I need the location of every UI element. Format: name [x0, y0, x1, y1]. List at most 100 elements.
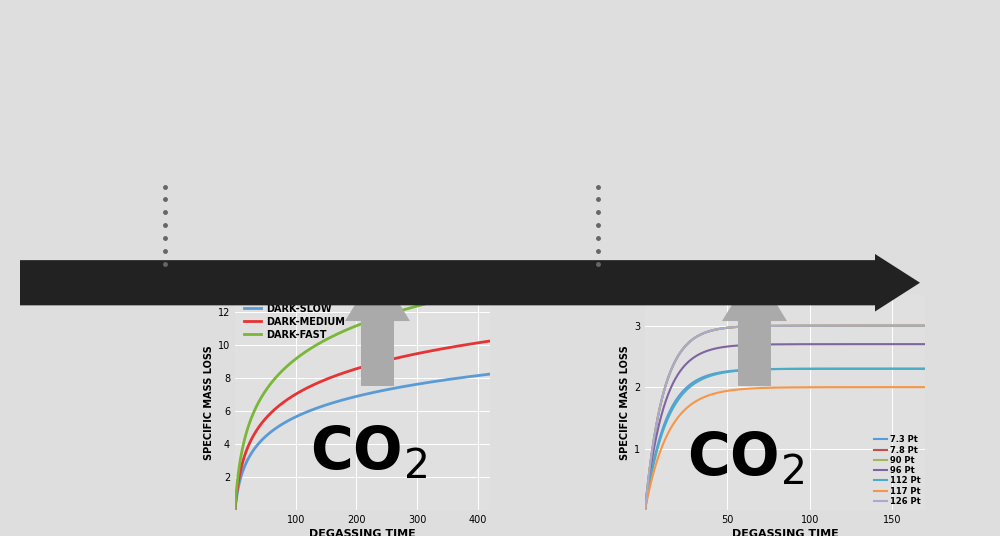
- 90 Pt: [766, 323, 778, 329]
- 126 Pt: [804, 323, 816, 329]
- DARK-FAST: [484, 286, 496, 293]
- Line: 117 Pt: 117 Pt: [645, 387, 925, 510]
- 126 Pt: [850, 323, 862, 329]
- DARK-FAST: [274, 370, 286, 376]
- Legend: 7.3 Pt, 7.8 Pt, 90 Pt, 96 Pt, 112 Pt, 117 Pt, 126 Pt: 7.3 Pt, 7.8 Pt, 90 Pt, 96 Pt, 112 Pt, 11…: [874, 435, 921, 506]
- 112 Pt: [766, 366, 778, 373]
- 112 Pt: [826, 366, 838, 372]
- DARK-FAST: [379, 312, 391, 318]
- 96 Pt: [919, 341, 931, 347]
- 117 Pt: [919, 384, 931, 390]
- 90 Pt: [804, 323, 816, 329]
- Line: DARK-FAST: DARK-FAST: [235, 289, 490, 510]
- 126 Pt: [826, 323, 838, 329]
- 7.8 Pt: [711, 326, 723, 332]
- 96 Pt: [711, 345, 723, 352]
- DARK-MEDIUM: [399, 353, 411, 359]
- Polygon shape: [738, 321, 771, 386]
- Text: CO$_2$: CO$_2$: [687, 429, 803, 487]
- DARK-SLOW: [274, 422, 286, 429]
- 7.3 Pt: [919, 366, 931, 372]
- 7.8 Pt: [689, 335, 701, 341]
- Line: 7.8 Pt: 7.8 Pt: [645, 326, 925, 510]
- Line: 90 Pt: 90 Pt: [645, 326, 925, 510]
- Y-axis label: SPECIFIC MASS LOSS: SPECIFIC MASS LOSS: [620, 345, 630, 460]
- X-axis label: DEGASSING TIME: DEGASSING TIME: [309, 529, 416, 536]
- 96 Pt: [766, 341, 778, 348]
- 126 Pt: [766, 323, 778, 329]
- DARK-SLOW: [379, 387, 391, 393]
- DARK-MEDIUM: [379, 358, 391, 364]
- 90 Pt: [850, 323, 862, 329]
- 96 Pt: [826, 341, 838, 347]
- 112 Pt: [639, 507, 651, 513]
- 7.8 Pt: [639, 507, 651, 513]
- DARK-MEDIUM: [344, 367, 356, 374]
- X-axis label: DEGASSING TIME: DEGASSING TIME: [732, 529, 838, 536]
- DARK-FAST: [229, 507, 241, 513]
- 7.3 Pt: [766, 366, 778, 372]
- Line: 7.3 Pt: 7.3 Pt: [645, 369, 925, 510]
- Legend: DARK-SLOW, DARK-MEDIUM, DARK-FAST: DARK-SLOW, DARK-MEDIUM, DARK-FAST: [240, 300, 349, 344]
- 7.8 Pt: [919, 323, 931, 329]
- 117 Pt: [639, 507, 651, 513]
- 7.3 Pt: [711, 370, 723, 376]
- 96 Pt: [804, 341, 816, 347]
- 112 Pt: [804, 366, 816, 372]
- 112 Pt: [689, 381, 701, 387]
- Y-axis label: SPECIFIC MASS LOSS: SPECIFIC MASS LOSS: [204, 345, 214, 460]
- 112 Pt: [711, 371, 723, 377]
- DARK-SLOW: [295, 412, 307, 418]
- 7.8 Pt: [850, 323, 862, 329]
- DARK-FAST: [344, 325, 356, 331]
- DARK-MEDIUM: [484, 338, 496, 344]
- 7.3 Pt: [826, 366, 838, 372]
- 117 Pt: [711, 390, 723, 396]
- Line: DARK-SLOW: DARK-SLOW: [235, 374, 490, 510]
- FancyArrow shape: [20, 254, 920, 311]
- DARK-MEDIUM: [229, 507, 241, 513]
- 90 Pt: [711, 326, 723, 332]
- 90 Pt: [826, 323, 838, 329]
- 112 Pt: [850, 366, 862, 372]
- 96 Pt: [639, 507, 651, 513]
- 7.3 Pt: [850, 366, 862, 372]
- Line: DARK-MEDIUM: DARK-MEDIUM: [235, 341, 490, 510]
- 117 Pt: [766, 384, 778, 391]
- Line: 126 Pt: 126 Pt: [645, 326, 925, 510]
- Polygon shape: [345, 268, 410, 321]
- DARK-FAST: [421, 300, 433, 307]
- 126 Pt: [711, 326, 723, 332]
- 117 Pt: [689, 399, 701, 405]
- 7.3 Pt: [639, 507, 651, 513]
- DARK-SLOW: [421, 379, 433, 386]
- 126 Pt: [639, 507, 651, 513]
- 90 Pt: [689, 335, 701, 341]
- DARK-MEDIUM: [295, 388, 307, 394]
- 90 Pt: [639, 507, 651, 513]
- 7.3 Pt: [804, 366, 816, 372]
- 90 Pt: [919, 323, 931, 329]
- Line: 96 Pt: 96 Pt: [645, 344, 925, 510]
- 112 Pt: [919, 366, 931, 372]
- DARK-SLOW: [344, 394, 356, 401]
- DARK-SLOW: [229, 507, 241, 513]
- 126 Pt: [689, 335, 701, 341]
- Polygon shape: [361, 321, 394, 386]
- DARK-MEDIUM: [274, 401, 286, 408]
- 117 Pt: [826, 384, 838, 390]
- 7.3 Pt: [689, 378, 701, 385]
- DARK-FAST: [399, 306, 411, 312]
- 117 Pt: [804, 384, 816, 390]
- Polygon shape: [722, 268, 787, 321]
- Text: CO$_2$: CO$_2$: [310, 424, 426, 482]
- 96 Pt: [850, 341, 862, 347]
- Line: 112 Pt: 112 Pt: [645, 369, 925, 510]
- 7.8 Pt: [826, 323, 838, 329]
- DARK-SLOW: [399, 383, 411, 390]
- 7.8 Pt: [804, 323, 816, 329]
- DARK-SLOW: [484, 371, 496, 377]
- 117 Pt: [850, 384, 862, 390]
- 126 Pt: [919, 323, 931, 329]
- 96 Pt: [689, 354, 701, 360]
